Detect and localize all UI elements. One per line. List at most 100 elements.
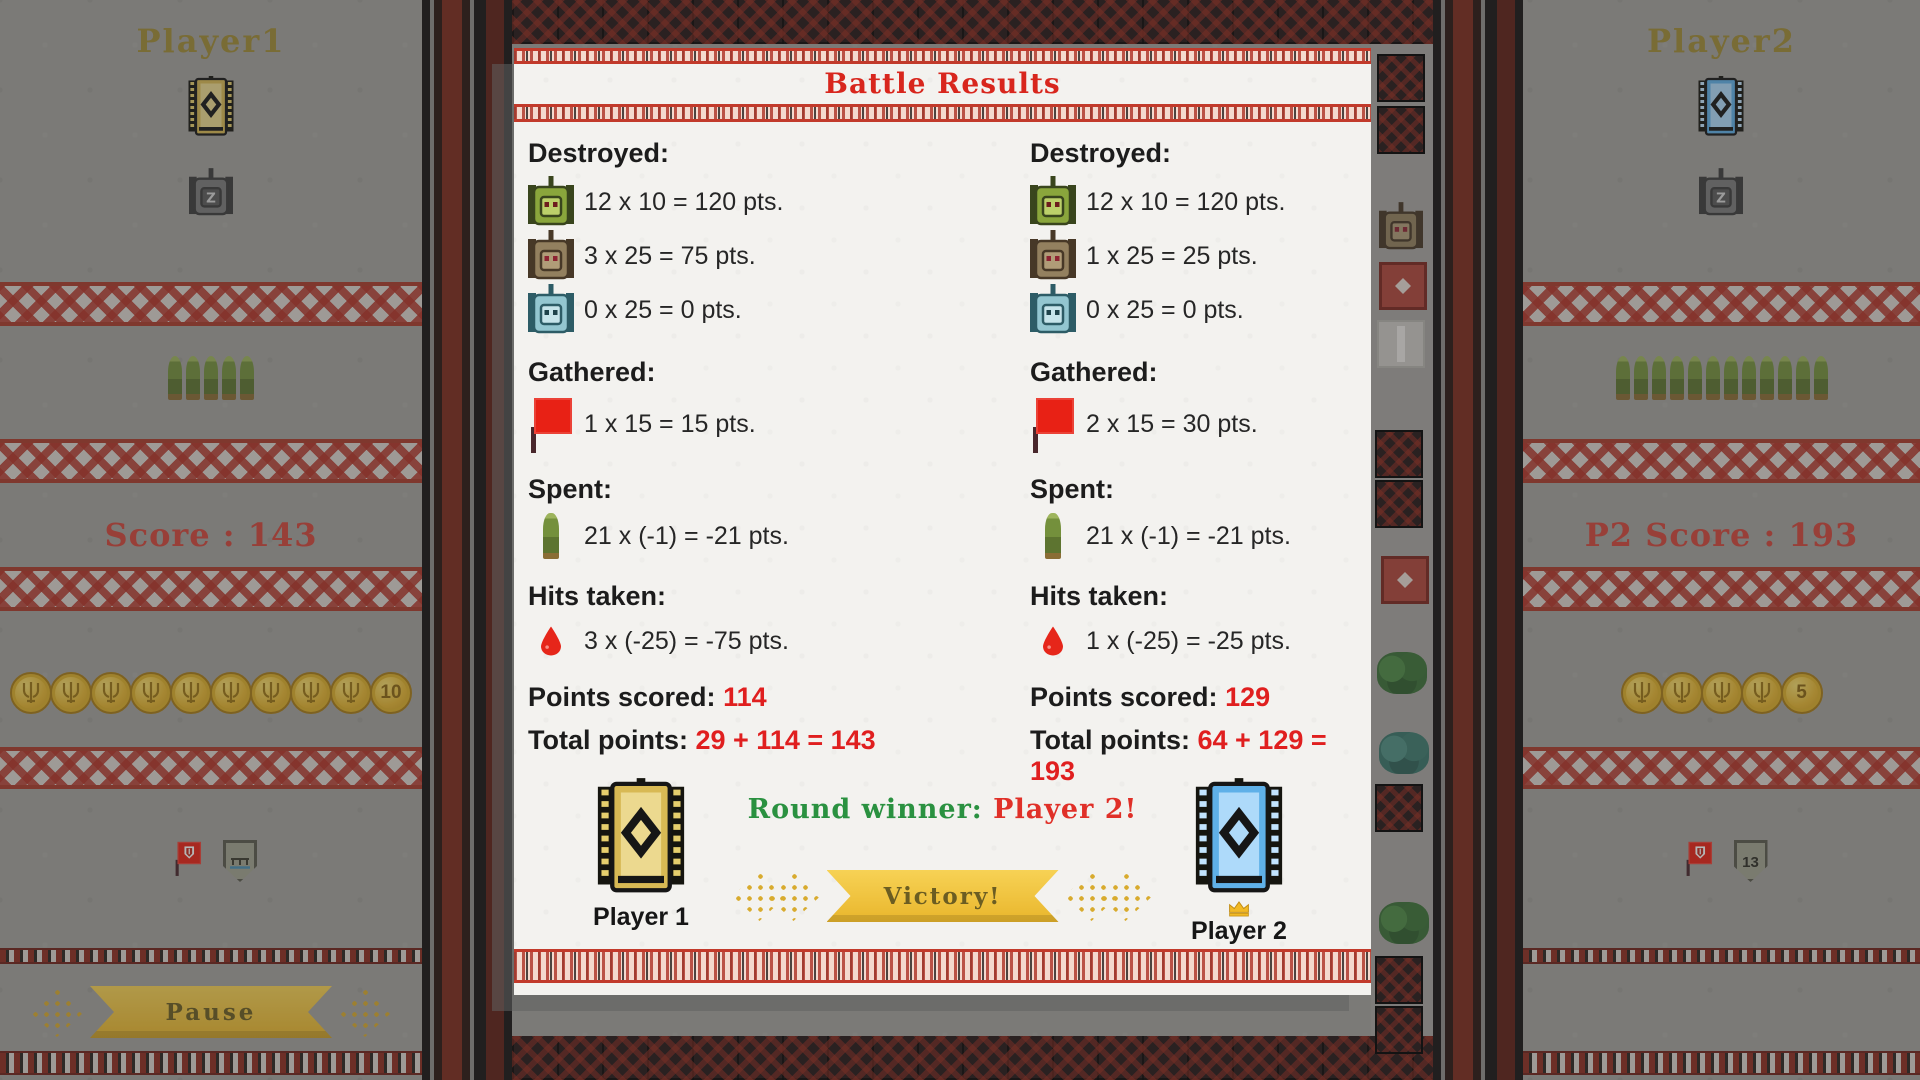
ornament-tile (1375, 1006, 1423, 1054)
flag-badge-icon (1684, 840, 1713, 876)
spent-value: 21 x (-1) = -21 pts. (584, 521, 789, 550)
gathered-heading: Gathered: (528, 357, 656, 387)
spent-heading: Spent: (528, 474, 612, 504)
bullet-icon (1669, 356, 1684, 400)
flag-badge-icon (174, 840, 203, 876)
player2-hud-panel: Player2 Z P2 Score : 193 (1523, 0, 1920, 1080)
trident-coin-icon (130, 672, 172, 714)
destroyed-green-value: 12 x 10 = 120 pts. (1086, 187, 1286, 216)
green-tank-icon (528, 176, 574, 226)
player1-big-avatar-icon (597, 778, 685, 893)
shield-cross-emblem (184, 846, 195, 859)
svg-text:Z: Z (206, 192, 216, 207)
modal-footer: Round winner: Player 2! Player 1 Vi (514, 772, 1371, 962)
player2-ammo-row (1523, 356, 1920, 400)
bullet-icon (1723, 356, 1738, 400)
snowflake-tile (1377, 320, 1425, 368)
player2-badges-row: 13 (1523, 840, 1920, 898)
points-scored-line: Points scored: 129 (1030, 682, 1370, 713)
player1-score-text: Score : 143 (104, 516, 318, 554)
player2-results-column: Destroyed: 12 x 10 = 120 pts. 1 x 25 = 2… (1030, 118, 1370, 787)
diamond-dots-ornament (1098, 871, 1153, 921)
player1-footer-name: Player 1 (593, 903, 689, 931)
blood-drop-icon (541, 626, 561, 656)
victory-banner[interactable]: Victory! (827, 870, 1059, 922)
player2-footer-block: Player 2 (1164, 778, 1314, 946)
thin-embroidery-band (0, 948, 422, 964)
cyan-tank-icon (528, 284, 574, 334)
spent-row: 21 x (-1) = -21 pts. (528, 511, 1008, 561)
destroyed-brown-row: 3 x 25 = 75 pts. (528, 229, 1008, 283)
ornament-tile (1377, 54, 1425, 102)
shield-cross-emblem (1694, 846, 1705, 859)
embroidery-band (0, 747, 422, 789)
modal-bottom-embroidery (514, 949, 1371, 983)
bottom-embroidery-band (1523, 1051, 1920, 1075)
left-map-border (422, 0, 512, 1080)
trident-coin-icon (1660, 672, 1703, 714)
gathered-row: 1 x 15 = 15 pts. (528, 394, 1008, 454)
ornament-tile (1375, 480, 1423, 528)
total-points-label: Total points: (528, 725, 688, 755)
player1-results-column: Destroyed: 12 x 10 = 120 pts. 3 x 25 = 7… (528, 118, 1008, 756)
embroidery-band (1523, 282, 1920, 326)
gray-z-tank-icon: Z (1699, 168, 1743, 216)
gathered-row: 2 x 15 = 30 pts. (1030, 394, 1370, 454)
ornament-tile (1375, 956, 1423, 1004)
bullet-icon (1705, 356, 1720, 400)
coin-count-label: 5 (1796, 682, 1807, 703)
svg-text:Z: Z (1716, 192, 1726, 207)
trident-coin-icon (90, 672, 132, 714)
field-bottom-ornament (512, 1036, 1433, 1080)
tree-tile (1379, 902, 1429, 944)
destroyed-cyan-row: 0 x 25 = 0 pts. (528, 283, 1008, 337)
pause-button[interactable]: Pause (90, 986, 332, 1038)
player1-hud-panel: Player1 Z Score : 143 (0, 0, 422, 1080)
bullet-icon (222, 356, 236, 400)
destroyed-green-row: 12 x 10 = 120 pts. (1030, 175, 1370, 229)
bullet-icon (186, 356, 200, 400)
bullet-icon (1759, 356, 1774, 400)
embroidery-band (1523, 567, 1920, 611)
points-scored-label: Points scored: (528, 682, 716, 712)
shield-level-label: 13 (1742, 853, 1759, 871)
coin-count-badge: 5 (1780, 672, 1823, 714)
embroidery-band (1523, 439, 1920, 483)
field-top-ornament (512, 0, 1433, 44)
embroidery-band (0, 567, 422, 611)
brown-tank-icon (528, 230, 574, 280)
bush-tile (1379, 732, 1429, 774)
hits-taken-value: 3 x (-25) = -75 pts. (584, 626, 789, 655)
gathered-value: 2 x 15 = 30 pts. (1086, 409, 1258, 438)
ornament-tile (1375, 430, 1423, 478)
bullet-icon (1651, 356, 1666, 400)
total-points-label: Total points: (1030, 725, 1190, 755)
gathered-heading: Gathered: (1030, 357, 1158, 387)
player2-big-avatar-icon (1195, 778, 1283, 893)
embroidery-band (0, 439, 422, 483)
destroyed-cyan-value: 0 x 25 = 0 pts. (584, 295, 742, 324)
tree-tile (1377, 652, 1427, 694)
bottom-embroidery-band (0, 1051, 422, 1075)
total-points-value: 64 + 129 = 193 (1030, 725, 1327, 786)
flower-tile (1379, 262, 1427, 310)
player1-tank-avatar-icon (188, 76, 234, 136)
round-winner-value: Player 2! (993, 794, 1138, 825)
bullet-icon (1741, 356, 1756, 400)
modal-title-embroidery (514, 104, 1371, 122)
ornament-tile (1377, 106, 1425, 154)
spent-row: 21 x (-1) = -21 pts. (1030, 511, 1370, 561)
destroyed-green-value: 12 x 10 = 120 pts. (584, 187, 784, 216)
field-right-strip (1371, 44, 1433, 1054)
enemy-tank-icon (1379, 202, 1423, 250)
spent-value: 21 x (-1) = -21 pts. (1086, 521, 1291, 550)
hits-taken-row: 3 x (-25) = -75 pts. (528, 618, 1008, 664)
modal-top-embroidery (514, 48, 1371, 64)
flower-tile (1381, 556, 1429, 604)
round-winner-label: Round winner: (747, 794, 983, 825)
bullet-icon (1633, 356, 1648, 400)
player2-tank-avatar-icon (1698, 76, 1744, 136)
right-map-border (1433, 0, 1523, 1080)
player1-panel-title: Player1 (136, 22, 286, 60)
bullet-icon (240, 356, 254, 400)
